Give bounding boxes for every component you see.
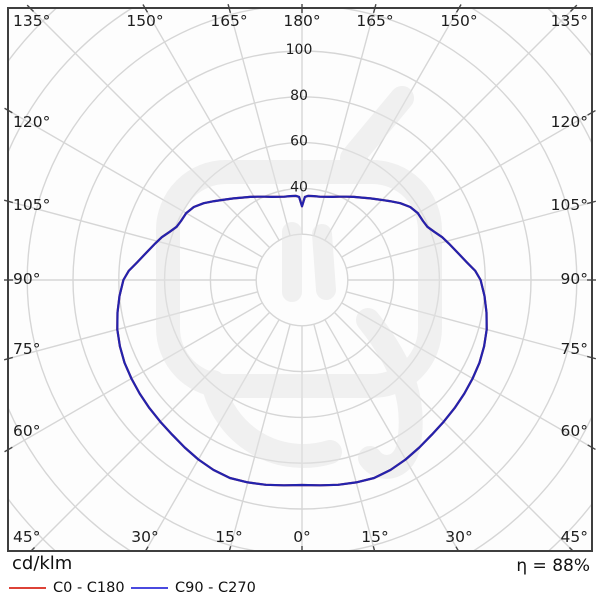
radial-tick-label: 60: [290, 134, 308, 150]
angle-label: 165°: [356, 12, 393, 30]
watermark-hook: [356, 308, 423, 479]
legend-item-c0: C0 - C180: [9, 580, 125, 596]
radial-tick-label: 100: [286, 42, 313, 58]
radial-tick-label: 80: [290, 88, 308, 104]
legend-label-c0: C0 - C180: [53, 580, 125, 596]
grid-spoke: [346, 201, 592, 269]
legend-item-c90: C90 - C270: [131, 580, 256, 596]
grid-spoke: [8, 302, 263, 451]
angle-label: 0°: [293, 528, 311, 546]
angle-label: 105°: [551, 196, 588, 214]
c90-line-swatch: [131, 587, 168, 589]
angle-label: 165°: [210, 12, 247, 30]
grid-spoke: [341, 111, 592, 258]
legend-label-c90: C90 - C270: [175, 580, 256, 596]
angle-label: 90°: [561, 270, 588, 288]
polar-chart: 40 60 80 100 135° 150° 165° 180° 165° 150° 135° 45°…: [3, 3, 597, 552]
angle-label: 15°: [215, 528, 242, 546]
grid-spoke: [29, 8, 271, 249]
angle-label: 120°: [13, 113, 50, 131]
c0-line-swatch: [9, 587, 46, 589]
angle-label: 45°: [561, 528, 588, 546]
grid-spoke: [8, 109, 263, 258]
angle-label: 150°: [126, 12, 163, 30]
grid-spoke: [333, 8, 575, 249]
angle-label: 135°: [551, 12, 588, 30]
angle-label: 90°: [13, 270, 40, 288]
plot-border: [7, 7, 593, 552]
angle-label: 75°: [561, 340, 588, 358]
curves: [116, 194, 488, 487]
efficiency-label: η = 88%: [516, 556, 590, 576]
watermark-rounded-square: [156, 160, 442, 398]
grid-spoke: [8, 200, 258, 269]
watermark-flick: [340, 86, 414, 170]
c90-c270-curve: [116, 194, 488, 487]
angle-label: 15°: [361, 528, 388, 546]
watermark-bar: [312, 224, 336, 300]
angle-label: 60°: [13, 422, 40, 440]
units-label: cd/klm: [12, 553, 73, 574]
watermark-arc: [201, 370, 342, 468]
angle-label: 180°: [283, 12, 320, 30]
angle-label: 135°: [13, 12, 50, 30]
grid-spoke: [8, 291, 258, 360]
angle-label: 30°: [131, 528, 158, 546]
watermark-logo: [156, 86, 442, 479]
angle-label: 45°: [13, 528, 40, 546]
angle-label: 75°: [13, 340, 40, 358]
angle-label: 30°: [445, 528, 472, 546]
angle-label: 150°: [440, 12, 477, 30]
grid-spoke: [346, 291, 592, 359]
grid-spoke: [341, 302, 592, 449]
angle-label: 120°: [551, 113, 588, 131]
radial-tick-label: 40: [290, 179, 308, 195]
angle-label: 105°: [13, 196, 50, 214]
grid-spoke: [30, 311, 271, 551]
angle-label: 60°: [561, 422, 588, 440]
